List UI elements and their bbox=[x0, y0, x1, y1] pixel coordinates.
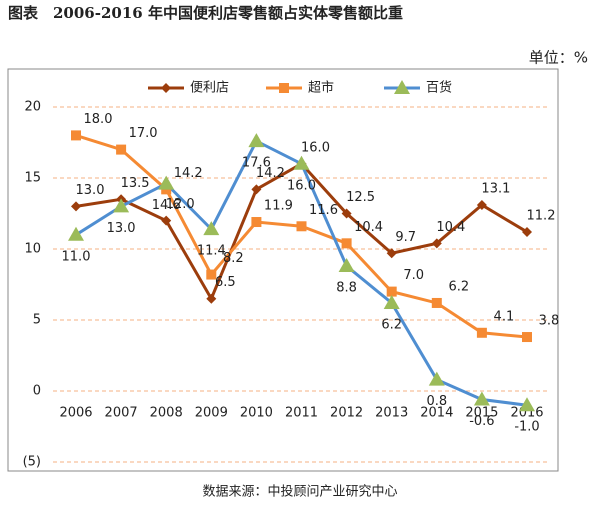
y-tick-label: 20 bbox=[24, 100, 41, 115]
legend-marker bbox=[394, 80, 410, 94]
data-label: 10.4 bbox=[354, 220, 383, 235]
y-tick-label: 15 bbox=[24, 171, 41, 186]
data-label: 17.0 bbox=[129, 126, 158, 141]
marker bbox=[522, 226, 532, 237]
marker bbox=[158, 175, 175, 190]
legend-marker bbox=[161, 83, 171, 93]
marker bbox=[476, 199, 487, 210]
data-label: 18.0 bbox=[84, 112, 113, 127]
marker bbox=[341, 208, 352, 219]
data-label: -1.0 bbox=[514, 420, 539, 435]
data-label: 14.2 bbox=[256, 166, 285, 181]
marker bbox=[476, 327, 487, 338]
data-label: 14.2 bbox=[174, 166, 203, 181]
legend-label: 便利店 bbox=[190, 81, 229, 96]
marker bbox=[206, 269, 217, 280]
marker bbox=[431, 238, 442, 249]
marker bbox=[473, 391, 490, 406]
data-label: 11.0 bbox=[62, 249, 91, 264]
x-tick-label: 2015 bbox=[465, 406, 498, 421]
x-tick-label: 2010 bbox=[240, 406, 273, 421]
data-label: 13.0 bbox=[76, 183, 105, 198]
marker bbox=[203, 221, 220, 236]
y-tick-label: (5) bbox=[23, 455, 41, 470]
legend-label: 百货 bbox=[426, 80, 452, 96]
marker bbox=[383, 294, 400, 309]
marker bbox=[71, 201, 81, 212]
data-label: 6.2 bbox=[448, 279, 469, 294]
marker bbox=[68, 226, 84, 241]
marker bbox=[161, 215, 172, 226]
marker bbox=[522, 332, 532, 343]
data-label: 17.6 bbox=[242, 156, 271, 171]
data-label: 16.0 bbox=[301, 140, 330, 155]
marker bbox=[428, 371, 445, 386]
x-tick-label: 2016 bbox=[510, 406, 543, 421]
marker bbox=[71, 130, 81, 141]
legend-label: 超市 bbox=[308, 80, 334, 96]
marker bbox=[386, 286, 397, 297]
marker bbox=[251, 217, 262, 228]
marker bbox=[293, 155, 310, 170]
data-label: 6.5 bbox=[215, 275, 236, 290]
marker bbox=[248, 133, 265, 148]
chart-frame bbox=[7, 68, 559, 472]
x-tick-label: 2013 bbox=[375, 406, 408, 421]
marker bbox=[113, 198, 130, 213]
marker bbox=[519, 397, 535, 412]
data-label: 3.8 bbox=[539, 314, 560, 329]
chart-title: 图表 2006-2016 年中国便利店零售额占实体零售额比重 bbox=[8, 4, 403, 22]
marker bbox=[296, 221, 307, 232]
data-label: 13.1 bbox=[481, 181, 510, 196]
x-tick-label: 2007 bbox=[105, 406, 138, 421]
data-label: 11.4 bbox=[197, 244, 226, 259]
x-tick-label: 2009 bbox=[195, 406, 228, 421]
data-label: 4.1 bbox=[494, 309, 515, 324]
data-label: 11.9 bbox=[264, 199, 293, 214]
marker bbox=[251, 184, 262, 195]
data-label: 12.5 bbox=[346, 190, 375, 205]
x-tick-label: 2012 bbox=[330, 406, 363, 421]
data-label: 6.2 bbox=[381, 317, 402, 332]
data-label: 9.7 bbox=[395, 230, 416, 245]
data-label: 11.6 bbox=[309, 203, 338, 218]
data-label: 13.5 bbox=[121, 176, 150, 191]
x-tick-label: 2014 bbox=[420, 406, 453, 421]
data-label: 10.4 bbox=[436, 220, 465, 235]
x-tick-label: 2011 bbox=[285, 406, 318, 421]
data-label: 0.8 bbox=[426, 394, 447, 409]
marker bbox=[338, 258, 355, 273]
x-tick-label: 2008 bbox=[150, 406, 183, 421]
data-label: 16.0 bbox=[287, 178, 316, 193]
marker bbox=[341, 238, 352, 249]
data-label: 12.0 bbox=[166, 197, 195, 212]
data-label: 7.0 bbox=[403, 268, 424, 283]
source-note: 数据来源：中投顾问产业研究中心 bbox=[202, 484, 397, 500]
data-label: 8.8 bbox=[336, 281, 357, 296]
marker bbox=[386, 248, 397, 259]
data-label: 14.6 bbox=[152, 198, 181, 213]
unit-label: 单位：% bbox=[529, 49, 588, 67]
marker bbox=[431, 297, 442, 308]
marker bbox=[116, 144, 127, 155]
x-tick-label: 2006 bbox=[59, 406, 92, 421]
y-tick-label: 10 bbox=[24, 242, 41, 257]
marker bbox=[206, 293, 217, 304]
y-tick-label: 5 bbox=[33, 313, 41, 328]
data-label: 13.0 bbox=[107, 221, 136, 236]
legend-marker bbox=[279, 83, 289, 93]
data-label: 8.2 bbox=[223, 251, 244, 266]
y-tick-label: 0 bbox=[33, 384, 41, 399]
data-label: 11.2 bbox=[527, 208, 556, 223]
data-label: -0.6 bbox=[469, 414, 494, 429]
